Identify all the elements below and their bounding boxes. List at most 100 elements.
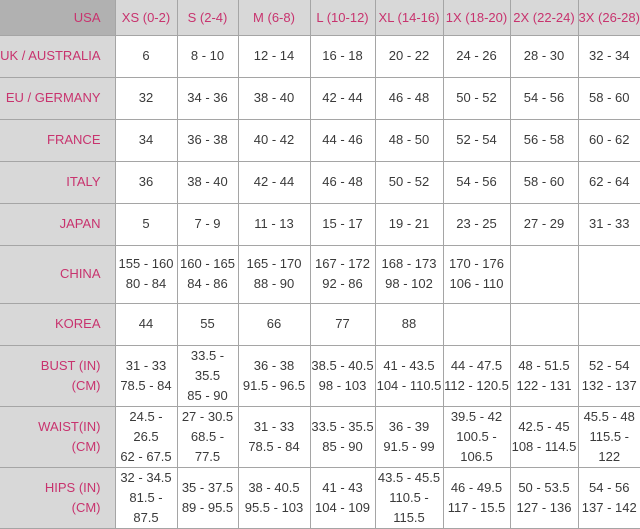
row-header-line: ITALY bbox=[0, 172, 101, 192]
table-cell-line: 40 - 42 bbox=[239, 130, 310, 150]
table-cell-line: 36 - 38 bbox=[239, 356, 310, 376]
table-cell: 48 - 50 bbox=[375, 119, 443, 161]
row-header-line: EU / GERMANY bbox=[0, 88, 101, 108]
table-cell: 56 - 58 bbox=[510, 119, 578, 161]
table-cell-line: 48 - 50 bbox=[376, 130, 443, 150]
table-cell-line: 50 - 52 bbox=[444, 88, 510, 108]
table-cell: 11 - 13 bbox=[238, 203, 310, 245]
table-cell: 15 - 17 bbox=[310, 203, 375, 245]
table-cell: 12 - 14 bbox=[238, 35, 310, 77]
table-cell-line: 110.5 - 115.5 bbox=[376, 488, 443, 528]
row-header: ITALY bbox=[0, 161, 115, 203]
table-cell-line: 31 - 33 bbox=[116, 356, 177, 376]
table-cell: 36 - 38 bbox=[177, 119, 238, 161]
table-cell-line: 165 - 170 bbox=[239, 254, 310, 274]
table-cell: 32 bbox=[115, 77, 177, 119]
table-cell-line: 46 - 49.5 bbox=[444, 478, 510, 498]
column-header: 2X (22-24) bbox=[510, 0, 578, 35]
table-cell-line: 31 - 33 bbox=[579, 214, 640, 234]
table-cell-line: 16 - 18 bbox=[311, 46, 375, 66]
table-cell-line: 68.5 - 77.5 bbox=[178, 427, 238, 467]
table-cell-line: 91.5 - 96.5 bbox=[239, 376, 310, 396]
table-cell-line: 38.5 - 40.5 bbox=[311, 356, 375, 376]
table-cell-line: 132 - 137 bbox=[579, 376, 640, 396]
table-cell-line: 55 bbox=[178, 314, 238, 334]
row-header: EU / GERMANY bbox=[0, 77, 115, 119]
table-cell-line: 62 - 64 bbox=[579, 172, 640, 192]
table-cell-line: 34 - 36 bbox=[178, 88, 238, 108]
table-cell-line: 170 - 176 bbox=[444, 254, 510, 274]
table-cell-line: 36 bbox=[116, 172, 177, 192]
table-cell-line: 8 - 10 bbox=[178, 46, 238, 66]
table-cell-line: 36 - 39 bbox=[376, 417, 443, 437]
table-cell-line: 54 - 56 bbox=[444, 172, 510, 192]
table-cell-line: 168 - 173 bbox=[376, 254, 443, 274]
table-cell-line: 155 - 160 bbox=[116, 254, 177, 274]
table-cell-line: 38 - 40.5 bbox=[239, 478, 310, 498]
row-header-line: HIPS (IN) bbox=[0, 478, 101, 498]
table-cell bbox=[443, 303, 510, 345]
table-cell: 54 - 56 bbox=[443, 161, 510, 203]
table-cell-line: 122 - 131 bbox=[511, 376, 578, 396]
row-header-line: (CM) bbox=[0, 437, 101, 457]
table-cell-line: 52 - 54 bbox=[579, 356, 640, 376]
table-cell-line: 78.5 - 84 bbox=[239, 437, 310, 457]
row-header: HIPS (IN)(CM) bbox=[0, 467, 115, 528]
row-header-line: (CM) bbox=[0, 376, 101, 396]
table-cell-line: 127 - 136 bbox=[511, 498, 578, 518]
header-row: USA XS (0-2)S (2-4)M (6-8)L (10-12)XL (1… bbox=[0, 0, 640, 35]
row-header: WAIST(IN)(CM) bbox=[0, 406, 115, 467]
row-header-line: WAIST(IN) bbox=[0, 417, 101, 437]
table-cell: 50 - 52 bbox=[375, 161, 443, 203]
table-cell bbox=[510, 303, 578, 345]
column-header: M (6-8) bbox=[238, 0, 310, 35]
table-cell: 38 - 40 bbox=[238, 77, 310, 119]
table-cell-line: 104 - 109 bbox=[311, 498, 375, 518]
column-header: 1X (18-20) bbox=[443, 0, 510, 35]
table-cell-line: 31 - 33 bbox=[239, 417, 310, 437]
table-cell-line: 46 - 48 bbox=[376, 88, 443, 108]
table-cell-line: 92 - 86 bbox=[311, 274, 375, 294]
table-cell: 42 - 44 bbox=[310, 77, 375, 119]
table-cell-line: 45.5 - 48 bbox=[579, 407, 640, 427]
table-cell-line: 32 - 34 bbox=[579, 46, 640, 66]
table-cell-line: 44 bbox=[116, 314, 177, 334]
table-cell-line: 56 - 58 bbox=[511, 130, 578, 150]
table-cell: 27 - 29 bbox=[510, 203, 578, 245]
table-cell: 32 - 34 bbox=[578, 35, 640, 77]
table-cell: 34 - 36 bbox=[177, 77, 238, 119]
table-cell: 20 - 22 bbox=[375, 35, 443, 77]
table-cell-line: 104 - 110.5 bbox=[376, 376, 443, 396]
table-cell-line: 54 - 56 bbox=[511, 88, 578, 108]
row-header-line: (CM) bbox=[0, 498, 101, 518]
table-cell-line: 12 - 14 bbox=[239, 46, 310, 66]
table-cell-line: 39.5 - 42 bbox=[444, 407, 510, 427]
table-cell-line: 41 - 43 bbox=[311, 478, 375, 498]
table-cell: 55 bbox=[177, 303, 238, 345]
table-cell-line: 112 - 120.5 bbox=[444, 376, 510, 396]
table-cell-line: 43.5 - 45.5 bbox=[376, 468, 443, 488]
table-cell-line: 50 - 52 bbox=[376, 172, 443, 192]
table-cell: 46 - 48 bbox=[310, 161, 375, 203]
table-cell-line: 167 - 172 bbox=[311, 254, 375, 274]
table-cell: 16 - 18 bbox=[310, 35, 375, 77]
table-cell-line: 38 - 40 bbox=[239, 88, 310, 108]
table-cell-line: 80 - 84 bbox=[116, 274, 177, 294]
